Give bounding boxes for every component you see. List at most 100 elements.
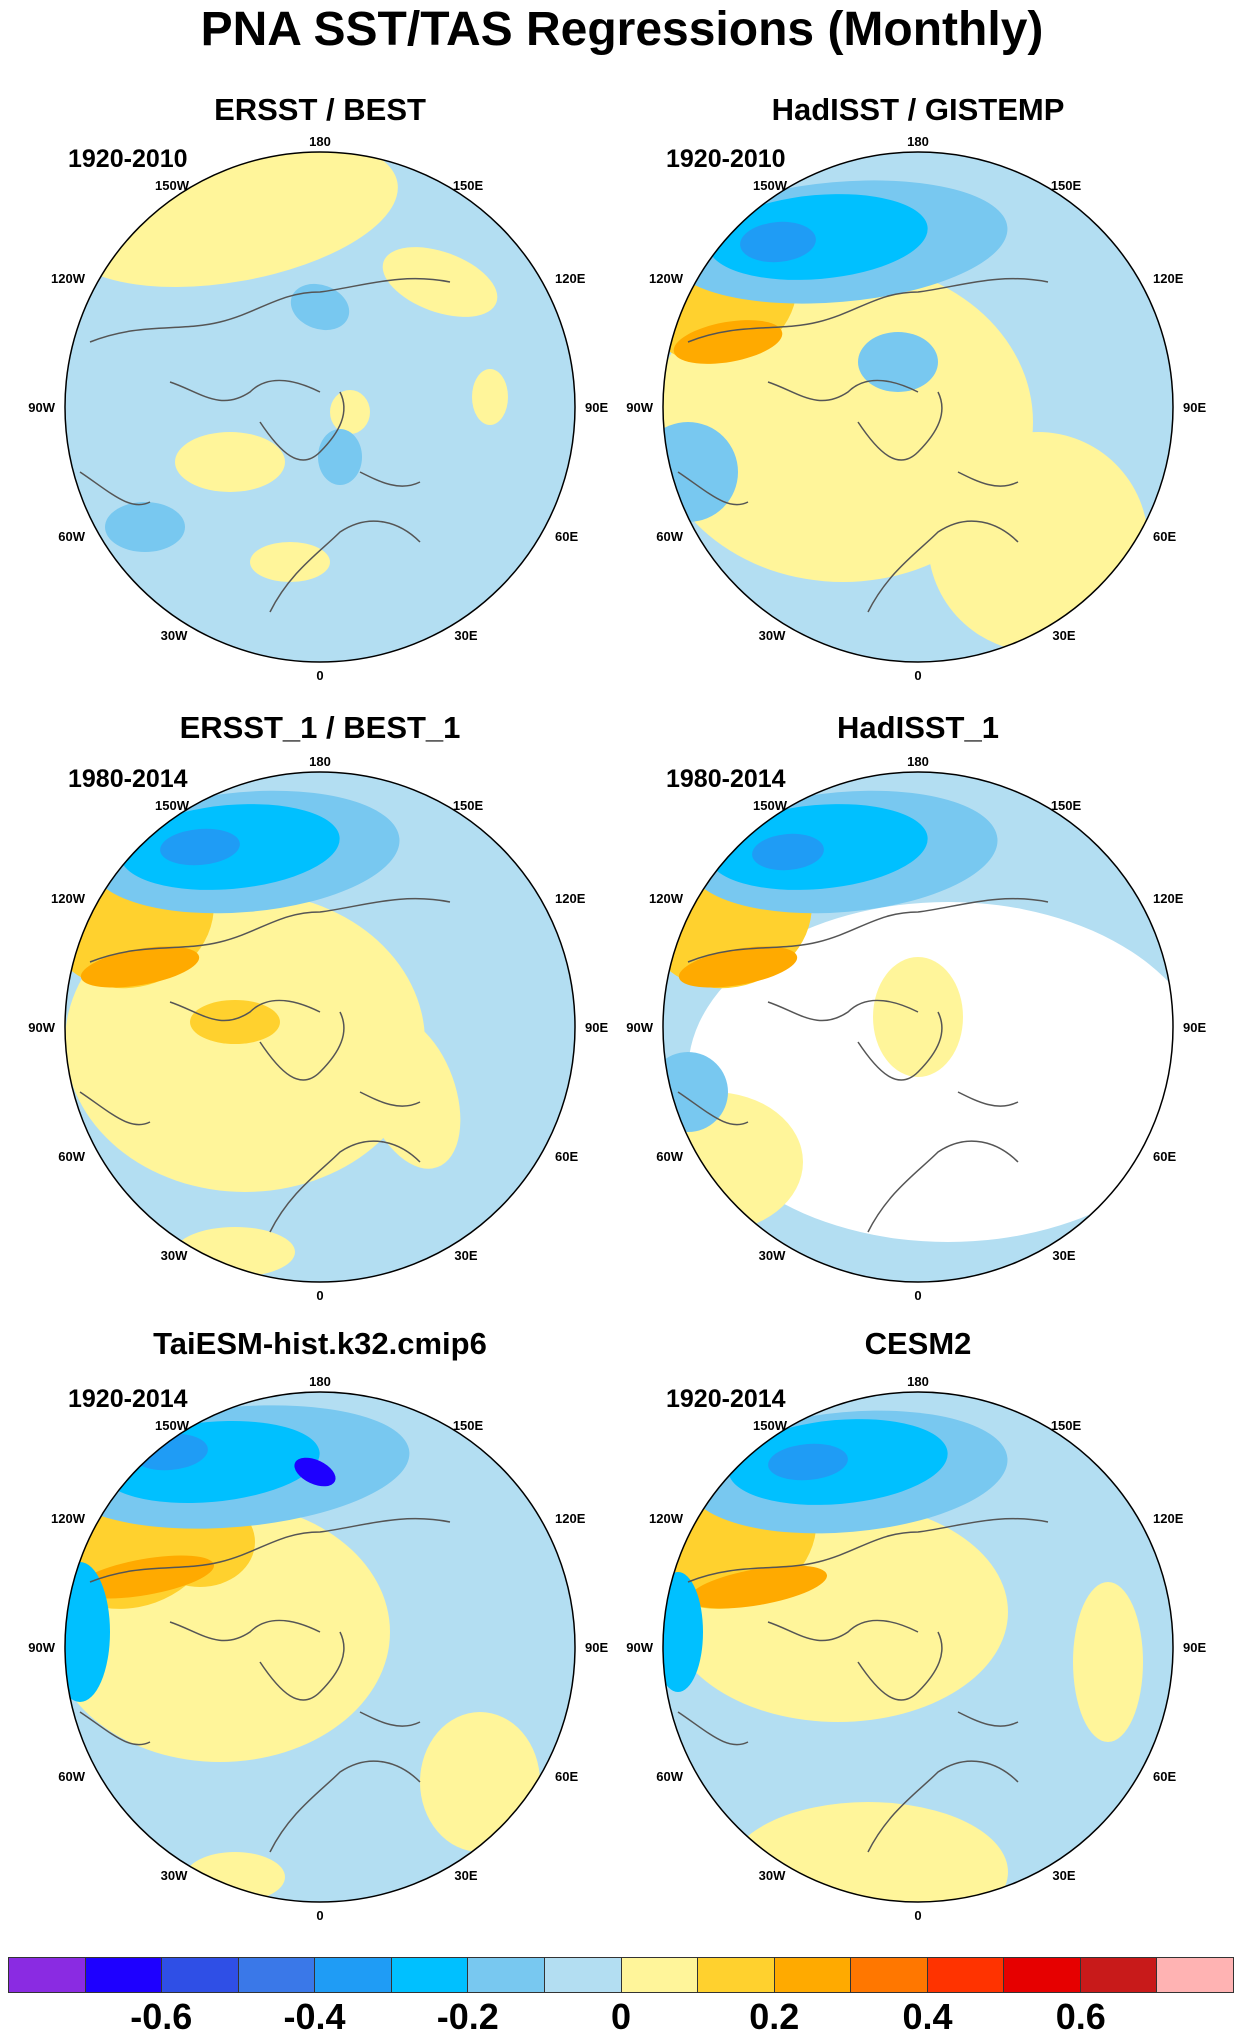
anomaly-region — [330, 390, 370, 434]
coastline — [259, 1631, 345, 1701]
longitude-label: 120E — [1153, 271, 1184, 286]
map-border — [64, 151, 576, 663]
longitude-label: 30W — [161, 1248, 188, 1263]
longitude-label: 150E — [1051, 1418, 1082, 1433]
longitude-label: 180 — [309, 1374, 331, 1389]
coastline — [89, 897, 451, 963]
longitude-label: 30W — [161, 1868, 188, 1883]
coastline — [857, 1631, 943, 1701]
longitude-label: 180 — [309, 754, 331, 769]
anomaly-region — [1073, 1582, 1143, 1742]
panel-period: 1920-2010 — [68, 145, 188, 173]
map-panel: TaiESM-hist.k32.cmip6 1920-2014 180 0 150W 15… — [20, 1326, 620, 1952]
anomaly-region — [382, 247, 498, 317]
colorbar-tick-label: 0.2 — [749, 1996, 800, 2037]
colorbar-swatch — [774, 1958, 852, 1992]
longitude-label: 30W — [759, 628, 786, 643]
anomaly-region — [359, 1015, 461, 1169]
coastline — [79, 1711, 151, 1746]
longitude-label: 30E — [1052, 1248, 1075, 1263]
coastline — [677, 1711, 749, 1746]
coastline — [957, 471, 1019, 487]
colorbar-swatch — [9, 1958, 86, 1992]
colorbar-swatch — [698, 1958, 775, 1992]
longitude-label: 60E — [1153, 529, 1176, 544]
coastline — [359, 471, 421, 487]
polar-map: 180 0 150W 150E 120W 120E 90W 90E 60W 60E 30W 30E — [626, 1374, 1206, 1923]
polar-map: 180 0 150W 150E 120W 120E 90W 90E 60W 60E 30W 30E — [626, 754, 1206, 1303]
colorbar-swatch — [927, 1958, 1005, 1992]
coastline — [767, 1619, 919, 1642]
anomaly-region — [752, 833, 824, 871]
map-panel: CESM2 1920-2014 180 0 150W 150E 120W 120E 90W 90E… — [618, 1326, 1218, 1952]
map-panel: HadISST / GISTEMP 1920-2010 180 0 150W 150E 12… — [618, 92, 1218, 712]
anomaly-region — [858, 332, 938, 392]
colorbar-swatch — [315, 1958, 392, 1992]
colorbar — [8, 1957, 1234, 1993]
figure-title: PNA SST/TAS Regressions (Monthly) — [200, 3, 1044, 56]
longitude-label: 150W — [753, 798, 788, 813]
coastline — [687, 897, 1049, 963]
polar-map: 180 0 150W 150E 120W 120E 90W 90E 60W 60E 30W 30E — [28, 754, 608, 1303]
coastline — [359, 1091, 421, 1107]
anomaly-region — [740, 221, 816, 263]
map-border — [662, 771, 1174, 1283]
longitude-label: 90E — [585, 400, 608, 415]
colorbar-swatch — [621, 1958, 699, 1992]
longitude-label: 180 — [907, 754, 929, 769]
coastline — [359, 1711, 421, 1727]
coastline — [957, 1091, 1019, 1107]
colorbar-tick-label: -0.6 — [130, 1996, 193, 2037]
anomaly-region — [873, 957, 963, 1077]
anomaly-region — [318, 429, 362, 485]
longitude-label: 60E — [1153, 1769, 1176, 1784]
map-border — [64, 771, 576, 1283]
coastline — [687, 277, 1049, 343]
longitude-label: 30E — [454, 628, 477, 643]
colorbar-tick-label: 0.4 — [902, 1996, 953, 2037]
colorbar-swatch — [238, 1958, 316, 1992]
coastline — [259, 391, 345, 461]
longitude-label: 90W — [28, 400, 55, 415]
longitude-label: 120E — [1153, 1511, 1184, 1526]
longitude-label: 90W — [626, 1640, 653, 1655]
anomaly-region — [185, 1852, 285, 1902]
panel-period: 1980-2014 — [68, 765, 188, 793]
longitude-label: 0 — [914, 668, 921, 683]
anomaly-region — [190, 1000, 280, 1044]
longitude-label: 180 — [907, 1374, 929, 1389]
longitude-label: 0 — [316, 668, 323, 683]
coastline — [677, 471, 749, 506]
coastline — [169, 1619, 321, 1642]
coastline — [89, 1517, 451, 1583]
longitude-label: 30E — [454, 1248, 477, 1263]
coastline — [857, 391, 943, 461]
longitude-label: 120W — [649, 271, 684, 286]
anomaly-region — [80, 946, 200, 988]
coastline — [79, 471, 151, 506]
longitude-label: 90W — [28, 1020, 55, 1035]
coastline — [677, 1091, 749, 1126]
longitude-label: 60E — [555, 1769, 578, 1784]
anomaly-region — [65, 1562, 110, 1702]
polar-map: 180 0 150W 150E 120W 120E 90W 90E 60W 60E 30W 30E — [28, 134, 608, 683]
panel-period: 1920-2014 — [68, 1385, 188, 1413]
coastline — [767, 379, 919, 402]
panel-title: HadISST / GISTEMP — [771, 92, 1065, 127]
longitude-label: 90W — [626, 400, 653, 415]
longitude-label: 60E — [1153, 1149, 1176, 1164]
longitude-label: 150E — [453, 178, 484, 193]
coastline — [957, 1711, 1019, 1727]
longitude-label: 120W — [649, 891, 684, 906]
panel-period: 1920-2014 — [666, 1385, 786, 1413]
anomaly-region — [75, 1555, 215, 1599]
longitude-label: 120E — [555, 891, 586, 906]
longitude-label: 120W — [51, 271, 86, 286]
anomaly-region — [728, 1802, 1008, 1902]
anomaly-region — [105, 502, 185, 552]
anomaly-region — [160, 828, 240, 866]
colorbar-swatch — [85, 1958, 163, 1992]
map-panel: HadISST_1 1980-2014 180 0 150W 150E 120W 120E 90… — [618, 710, 1218, 1332]
longitude-label: 150W — [155, 1418, 190, 1433]
anomaly-region — [678, 946, 798, 988]
